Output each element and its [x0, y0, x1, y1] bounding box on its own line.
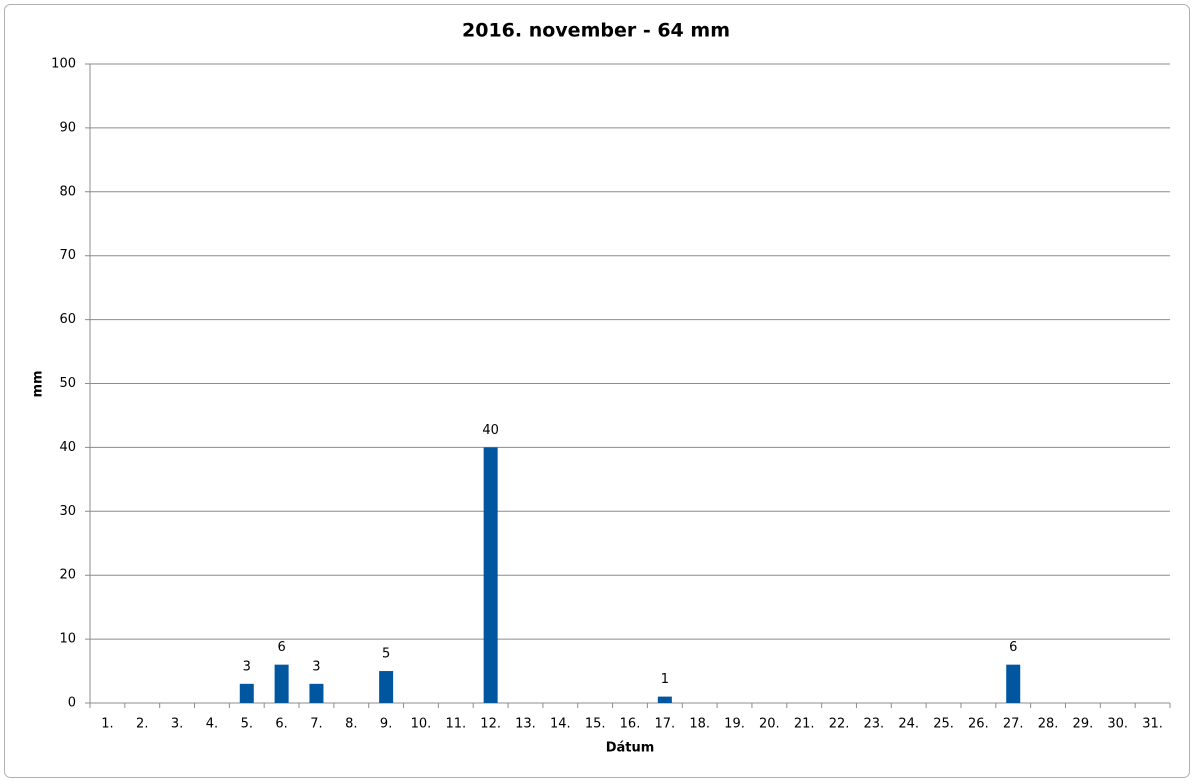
x-tick-label: 21. [794, 717, 815, 732]
x-tick-label: 15. [585, 717, 606, 732]
x-tick-label: 13. [515, 717, 536, 732]
x-axis-label: Dátum [606, 741, 655, 756]
x-tick-label: 30. [1107, 717, 1128, 732]
y-tick-label: 80 [59, 184, 76, 199]
x-tick-label: 2. [136, 717, 148, 732]
x-tick-label: 16. [620, 717, 641, 732]
x-tick-label: 29. [1073, 717, 1094, 732]
bar [483, 447, 498, 703]
x-tick-label: 8. [345, 717, 357, 732]
bar [657, 696, 672, 703]
bar [274, 664, 289, 703]
x-tick-label: 28. [1038, 717, 1059, 732]
y-tick-label: 60 [59, 312, 76, 327]
x-tick-label: 5. [241, 717, 253, 732]
bar [379, 671, 394, 703]
x-tick-label: 1. [101, 717, 113, 732]
y-tick-label: 70 [59, 248, 76, 263]
data-label: 5 [382, 647, 390, 662]
x-tick-label: 23. [864, 717, 885, 732]
y-tick-label: 40 [59, 440, 76, 455]
bar [1006, 664, 1021, 703]
x-tick-label: 11. [445, 717, 466, 732]
data-label: 3 [312, 659, 320, 674]
x-tick-label: 14. [550, 717, 571, 732]
bar [239, 683, 254, 703]
data-label: 6 [1009, 640, 1017, 655]
y-tick-label: 100 [51, 57, 76, 72]
y-axis-label: mm [31, 370, 46, 397]
x-tick-label: 7. [310, 717, 322, 732]
x-tick-label: 26. [968, 717, 989, 732]
data-label: 6 [277, 640, 285, 655]
x-tick-label: 4. [206, 717, 218, 732]
x-tick-label: 18. [689, 717, 710, 732]
y-tick-label: 20 [59, 568, 76, 583]
data-label: 40 [482, 423, 499, 438]
x-tick-label: 12. [480, 717, 501, 732]
y-tick-label: 50 [59, 376, 76, 391]
x-tick-label: 9. [380, 717, 392, 732]
y-tick-label: 10 [59, 632, 76, 647]
data-label: 3 [243, 659, 251, 674]
x-tick-label: 3. [171, 717, 183, 732]
chart-frame [4, 4, 1190, 778]
x-tick-label: 6. [275, 717, 287, 732]
x-tick-label: 24. [898, 717, 919, 732]
data-label: 1 [661, 672, 669, 687]
x-tick-label: 25. [933, 717, 954, 732]
x-tick-label: 20. [759, 717, 780, 732]
x-tick-label: 22. [829, 717, 850, 732]
x-tick-label: 27. [1003, 717, 1024, 732]
y-tick-label: 90 [59, 120, 76, 135]
x-tick-label: 19. [724, 717, 745, 732]
y-tick-label: 0 [68, 696, 76, 711]
bar [309, 683, 324, 703]
y-tick-label: 30 [59, 504, 76, 519]
x-tick-label: 17. [654, 717, 675, 732]
x-tick-label: 10. [411, 717, 432, 732]
x-tick-label: 31. [1142, 717, 1163, 732]
chart-title: 2016. november - 64 mm [462, 20, 730, 42]
